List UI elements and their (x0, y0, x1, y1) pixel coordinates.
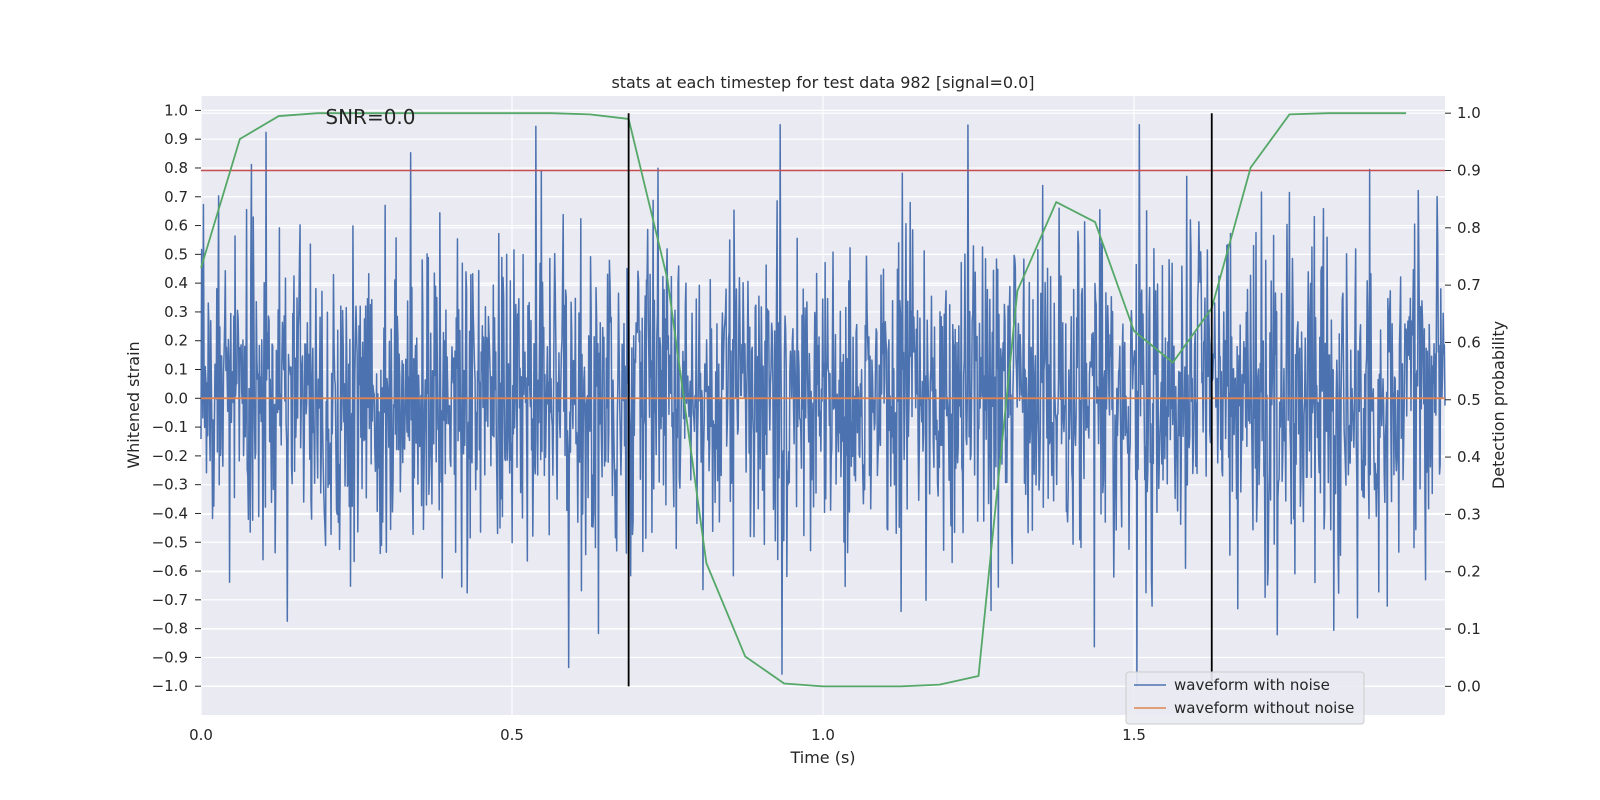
y-tick-label: −1.0 (152, 677, 188, 695)
y2-tick-label: 0.3 (1457, 505, 1481, 523)
detection-probability-line (200, 112, 1407, 688)
y-tick-label: 0.7 (164, 188, 188, 206)
y2-tick-label: 0.0 (1457, 677, 1481, 695)
y-tick-label: 0.3 (164, 303, 188, 321)
y2-tick-label: 1.0 (1457, 104, 1481, 122)
y-tick-label: −0.8 (152, 620, 188, 638)
y-tick-label: −0.7 (152, 591, 188, 609)
y-tick-label: −0.3 (152, 476, 188, 494)
legend: waveform with noise waveform without noi… (1125, 671, 1365, 725)
y2-tick-label: 0.6 (1457, 333, 1481, 351)
y-tick-label: 0.5 (164, 245, 188, 263)
y2-tick-label: 0.2 (1457, 563, 1481, 581)
legend-label-clean: waveform without noise (1174, 699, 1354, 717)
x-tick-label: 0.0 (189, 726, 213, 744)
y-tick-label: 0.4 (164, 274, 188, 292)
x-tick-label: 1.0 (811, 726, 835, 744)
y-tick-label: 0.1 (164, 361, 188, 379)
y-tick-label: −0.4 (152, 504, 188, 522)
y-tick-label: 0.9 (164, 130, 188, 148)
y2-axis-label: Detection probability (1489, 321, 1508, 489)
y-tick-label: −0.6 (152, 562, 188, 580)
y-tick-label: 1.0 (164, 101, 188, 119)
x-tick-label: 1.5 (1122, 726, 1146, 744)
y2-tick-label: 0.1 (1457, 620, 1481, 638)
y-tick-label: 0.0 (164, 389, 188, 407)
y-tick-label: −0.1 (152, 418, 188, 436)
chart-title: stats at each timestep for test data 982… (611, 73, 1034, 92)
y-tick-label: 0.2 (164, 332, 188, 350)
y2-tick-label: 0.7 (1457, 276, 1481, 294)
y2-tick-label: 0.4 (1457, 448, 1481, 466)
series-waveform-with-noise (200, 124, 1446, 687)
y2-tick-label: 0.8 (1457, 219, 1481, 237)
y2-tick-label: 0.5 (1457, 391, 1481, 409)
legend-box (1125, 671, 1365, 725)
y-tick-label: 0.8 (164, 159, 188, 177)
x-tick-label: 0.5 (500, 726, 524, 744)
snr-annotation: SNR=0.0 (325, 105, 415, 129)
axes: 0.0 0.5 1.0 1.5 −1.0 −0.9 −0.8 −0.7 −0.6 −0.5 −0.4… (152, 101, 1481, 744)
y-axis-label: Whitened strain (124, 341, 143, 468)
y-tick-label: −0.5 (152, 533, 188, 551)
series-layer (200, 112, 1446, 688)
y-tick-label: −0.9 (152, 648, 188, 666)
y-tick-label: −0.2 (152, 447, 188, 465)
y2-tick-label: 0.9 (1457, 162, 1481, 180)
y-tick-label: 0.6 (164, 217, 188, 235)
legend-label-noise: waveform with noise (1174, 676, 1330, 694)
x-axis-label: Time (s) (789, 748, 855, 767)
